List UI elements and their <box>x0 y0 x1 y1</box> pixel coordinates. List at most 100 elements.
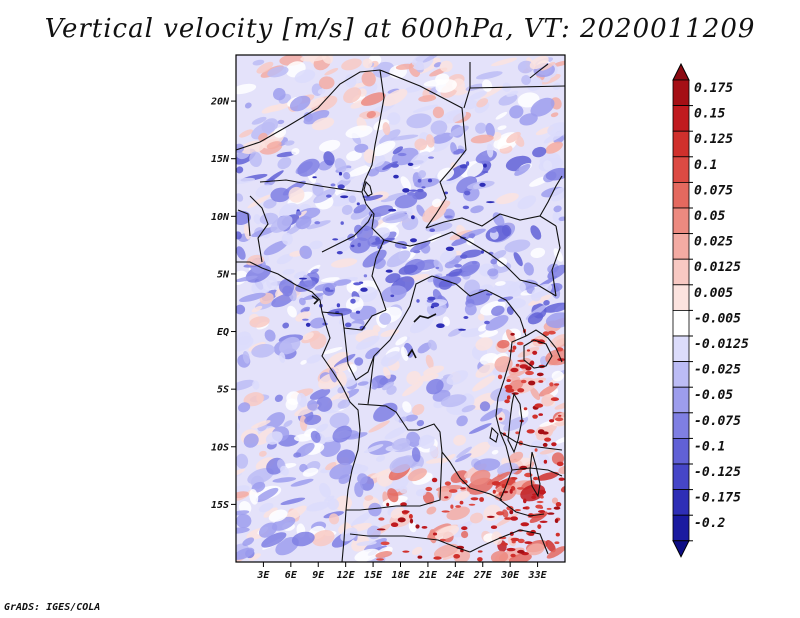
field-cell <box>286 225 301 235</box>
field-cell <box>272 477 297 483</box>
field-cell <box>416 204 426 217</box>
field-cell <box>300 359 307 365</box>
field-cell <box>425 134 435 148</box>
field-cell <box>249 488 259 505</box>
field-speckle <box>538 510 545 513</box>
field-cell <box>470 205 484 214</box>
field-cell <box>362 58 373 69</box>
field-speckle <box>417 555 423 559</box>
colorbar-segment <box>672 79 690 107</box>
field-speckle <box>510 516 518 521</box>
colorbar-segment <box>672 463 690 491</box>
field-cell <box>390 134 419 141</box>
field-cell <box>316 396 333 412</box>
field-speckle <box>456 148 465 154</box>
field-cell <box>422 202 447 223</box>
field-speckle <box>515 431 520 435</box>
field-speckle <box>455 505 461 508</box>
field-cell <box>347 364 357 373</box>
field-cell <box>468 423 492 434</box>
field-speckle <box>342 311 351 315</box>
field-cell <box>547 264 565 280</box>
field-cell <box>472 375 496 392</box>
field-speckle <box>497 374 503 380</box>
field-speckle <box>401 510 410 514</box>
field-cell <box>329 412 350 429</box>
field-speckle <box>350 298 356 304</box>
colorbar-label: -0.125 <box>694 465 741 480</box>
field-speckle <box>556 347 564 352</box>
field-cell <box>291 531 315 547</box>
field-speckle <box>454 264 462 268</box>
field-cell <box>526 543 545 556</box>
field-cell <box>390 507 405 519</box>
field-speckle <box>435 266 440 270</box>
field-speckle <box>326 289 334 292</box>
field-speckle <box>445 246 454 251</box>
field-cell <box>236 485 250 499</box>
field-cell <box>282 322 290 329</box>
field-cell <box>329 368 338 383</box>
field-cell <box>478 324 488 332</box>
field-cell <box>266 275 278 291</box>
field-cell <box>527 312 544 325</box>
field-cell <box>362 249 387 268</box>
field-cell <box>302 332 314 341</box>
field-cell <box>313 188 336 204</box>
field-speckle <box>357 242 361 247</box>
field-speckle <box>555 532 560 537</box>
field-speckle <box>299 277 307 280</box>
field-cell <box>514 163 531 176</box>
field-cell <box>263 199 277 209</box>
field-cell <box>263 507 278 518</box>
field-cell <box>414 138 428 151</box>
field-cell <box>532 146 547 158</box>
field-cell <box>449 230 473 241</box>
field-speckle <box>330 313 336 317</box>
colorbar-label: 0.125 <box>694 132 733 147</box>
field-speckle <box>390 522 399 527</box>
field-speckle <box>340 195 349 199</box>
field-speckle <box>411 215 415 220</box>
field-cell <box>468 233 476 238</box>
field-cell <box>287 305 297 318</box>
field-cell <box>554 436 565 444</box>
colorbar-segment <box>672 335 690 363</box>
field-cell <box>455 453 472 463</box>
field-speckle <box>427 178 433 183</box>
field-speckle <box>523 498 527 504</box>
field-cell <box>391 438 411 450</box>
lon-tick-label: 27E <box>473 570 493 581</box>
field-cell <box>386 385 397 395</box>
field-cell <box>432 106 445 119</box>
field-cell <box>506 329 516 344</box>
field-cell <box>539 448 556 455</box>
field-speckle <box>304 308 310 312</box>
field-speckle <box>556 461 564 467</box>
field-cell <box>504 239 531 253</box>
field-cell <box>322 347 343 355</box>
lat-tick-label: 15N <box>211 154 230 165</box>
field-speckle <box>483 163 487 168</box>
field-cell <box>517 60 534 74</box>
field-speckle <box>376 528 386 531</box>
field-cell <box>456 446 472 458</box>
field-speckle <box>546 507 552 510</box>
colorbar-label: -0.05 <box>694 388 733 403</box>
field-speckle <box>363 228 369 232</box>
field-cell <box>418 170 427 179</box>
field-speckle <box>537 524 542 529</box>
field-cell <box>236 336 254 352</box>
field-speckle <box>501 484 506 488</box>
field-cell <box>341 204 353 215</box>
field-cell <box>274 394 283 402</box>
field-speckle <box>508 349 516 353</box>
field-speckle <box>416 188 424 193</box>
field-cell <box>309 388 331 400</box>
field-speckle <box>504 399 510 404</box>
field-cell <box>363 444 384 454</box>
field-cell <box>479 401 491 412</box>
field-cell <box>495 281 506 286</box>
field-speckle <box>460 487 466 490</box>
